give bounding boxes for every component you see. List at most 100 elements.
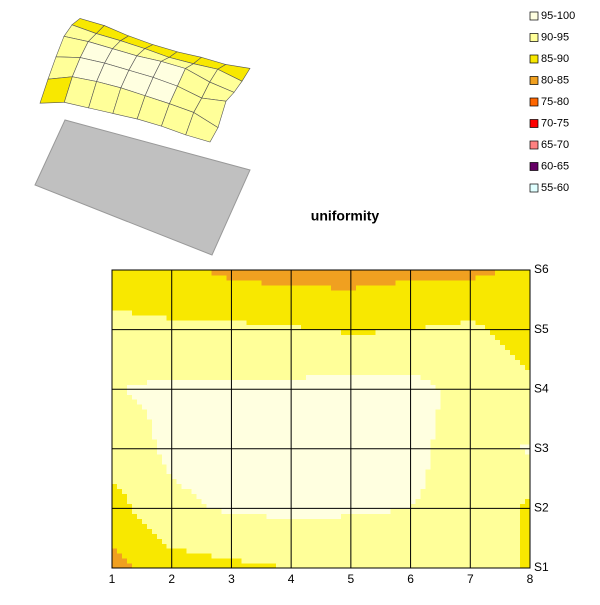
contour-patch bbox=[301, 458, 307, 465]
contour-patch bbox=[181, 374, 188, 380]
contour-patch bbox=[112, 289, 118, 296]
contour-patch bbox=[286, 354, 292, 360]
contour-patch bbox=[340, 538, 347, 544]
contour-patch bbox=[121, 458, 128, 465]
contour-patch bbox=[191, 493, 198, 500]
contour-patch bbox=[201, 304, 208, 311]
contour-patch bbox=[166, 384, 173, 390]
contour-patch bbox=[306, 270, 312, 276]
contour-patch bbox=[161, 314, 168, 321]
contour-patch bbox=[495, 369, 501, 375]
contour-patch bbox=[435, 483, 442, 490]
contour-patch bbox=[311, 458, 317, 465]
contour-patch bbox=[131, 458, 138, 465]
contour-patch bbox=[390, 404, 397, 410]
contour-patch bbox=[176, 309, 183, 316]
contour-patch bbox=[450, 423, 456, 430]
contour-patch bbox=[340, 458, 347, 465]
contour-patch bbox=[276, 389, 282, 395]
contour-patch bbox=[141, 528, 148, 534]
contour-patch bbox=[340, 473, 347, 480]
contour-patch bbox=[276, 314, 282, 321]
contour-patch bbox=[136, 483, 143, 490]
contour-patch bbox=[420, 523, 427, 529]
contour-patch bbox=[301, 319, 307, 326]
contour-patch bbox=[370, 443, 377, 450]
contour-patch bbox=[286, 483, 292, 490]
contour-patch bbox=[415, 319, 422, 326]
contour-patch bbox=[206, 409, 213, 415]
contour-patch bbox=[241, 528, 247, 534]
contour-patch bbox=[206, 419, 213, 425]
contour-patch bbox=[246, 324, 252, 331]
contour-patch bbox=[330, 528, 337, 534]
contour-patch bbox=[455, 369, 461, 375]
contour-patch bbox=[370, 458, 377, 465]
contour-patch bbox=[490, 334, 496, 341]
contour-patch bbox=[126, 394, 133, 400]
contour-patch bbox=[465, 463, 471, 470]
contour-patch bbox=[211, 279, 218, 286]
contour-patch bbox=[266, 404, 272, 410]
contour-patch bbox=[385, 493, 392, 500]
contour-patch bbox=[241, 279, 247, 286]
contour-patch bbox=[370, 543, 377, 549]
contour-patch bbox=[505, 518, 511, 524]
contour-patch bbox=[271, 558, 277, 564]
contour-patch bbox=[445, 458, 451, 465]
contour-patch bbox=[221, 533, 228, 539]
contour-patch bbox=[286, 548, 292, 554]
contour-patch bbox=[360, 558, 367, 564]
contour-patch bbox=[430, 289, 437, 296]
contour-patch bbox=[445, 279, 451, 286]
contour-patch bbox=[151, 284, 158, 291]
contour-patch bbox=[460, 304, 466, 311]
contour-patch bbox=[141, 274, 148, 281]
contour-patch bbox=[420, 448, 427, 455]
contour-patch bbox=[440, 309, 447, 316]
contour-patch bbox=[136, 548, 143, 554]
contour-patch bbox=[321, 314, 327, 321]
contour-patch bbox=[510, 384, 516, 390]
contour-patch bbox=[116, 324, 123, 331]
contour-patch bbox=[216, 503, 223, 509]
contour-patch bbox=[405, 304, 412, 311]
contour-patch bbox=[350, 468, 357, 475]
contour-patch bbox=[400, 438, 407, 445]
contour-patch bbox=[266, 428, 272, 435]
contour-patch bbox=[405, 279, 412, 286]
contour-patch bbox=[316, 364, 322, 370]
contour-patch bbox=[370, 488, 377, 495]
contour-patch bbox=[151, 399, 158, 405]
contour-patch bbox=[256, 419, 262, 425]
contour-patch bbox=[480, 463, 486, 470]
contour-patch bbox=[440, 344, 447, 351]
contour-patch bbox=[335, 274, 342, 281]
contour-patch bbox=[221, 458, 228, 465]
contour-patch bbox=[211, 284, 218, 291]
contour-patch bbox=[440, 294, 447, 301]
contour-patch bbox=[460, 463, 466, 470]
contour-patch bbox=[405, 389, 412, 395]
contour-patch bbox=[340, 513, 347, 519]
contour-patch bbox=[221, 329, 228, 336]
contour-patch bbox=[211, 324, 218, 331]
contour-patch bbox=[281, 374, 287, 380]
contour-patch bbox=[226, 523, 233, 529]
contour-patch bbox=[360, 528, 367, 534]
contour-patch bbox=[515, 409, 521, 415]
contour-patch bbox=[236, 448, 242, 455]
contour-patch bbox=[500, 453, 506, 460]
contour-patch bbox=[485, 344, 491, 351]
contour-patch bbox=[330, 354, 337, 360]
contour-patch bbox=[121, 329, 128, 336]
contour-patch bbox=[330, 374, 337, 380]
contour-patch bbox=[410, 443, 417, 450]
contour-patch bbox=[330, 409, 337, 415]
contour-patch bbox=[525, 518, 531, 524]
contour-patch bbox=[400, 419, 407, 425]
contour-patch bbox=[221, 513, 228, 519]
contour-patch bbox=[261, 384, 267, 390]
contour-patch bbox=[141, 319, 148, 326]
contour-patch bbox=[385, 379, 392, 385]
